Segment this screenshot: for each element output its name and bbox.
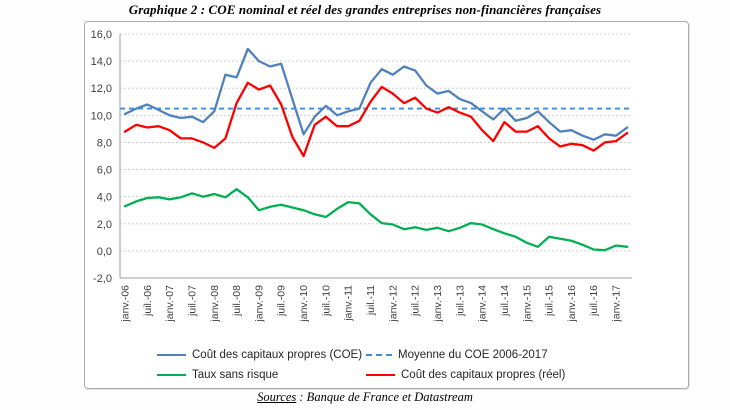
legend-item-coe-reel: Coût des capitaux propres (réel) — [366, 367, 565, 383]
legend-item-coe-nominal: Coût des capitaux propres (COE) — [157, 347, 362, 363]
legend-label-coe-nominal: Coût des capitaux propres (COE) — [192, 349, 363, 361]
legend-swatch-taux-sans-risque — [157, 374, 186, 376]
legend-swatch-coe-reel — [366, 374, 395, 376]
legend-item-coe-moyenne: Moyenne du COE 2006-2017 — [366, 347, 548, 363]
legend-label-coe-moyenne: Moyenne du COE 2006-2017 — [398, 349, 548, 361]
source-label: Sources — [257, 390, 297, 404]
source-text: : Banque de France et Datastream — [296, 390, 473, 404]
legend-item-taux-sans-risque: Taux sans risque — [157, 367, 278, 383]
source-caption: Sources : Banque de France et Datastream — [0, 390, 730, 405]
legend-swatch-coe-moyenne — [366, 354, 392, 356]
legend-swatch-coe-nominal — [157, 354, 186, 356]
legend-label-taux-sans-risque: Taux sans risque — [192, 369, 279, 381]
legend-label-coe-reel: Coût des capitaux propres (réel) — [401, 369, 566, 381]
chart-title: Graphique 2 : COE nominal et réel des gr… — [128, 2, 602, 17]
chart-frame — [84, 21, 689, 389]
